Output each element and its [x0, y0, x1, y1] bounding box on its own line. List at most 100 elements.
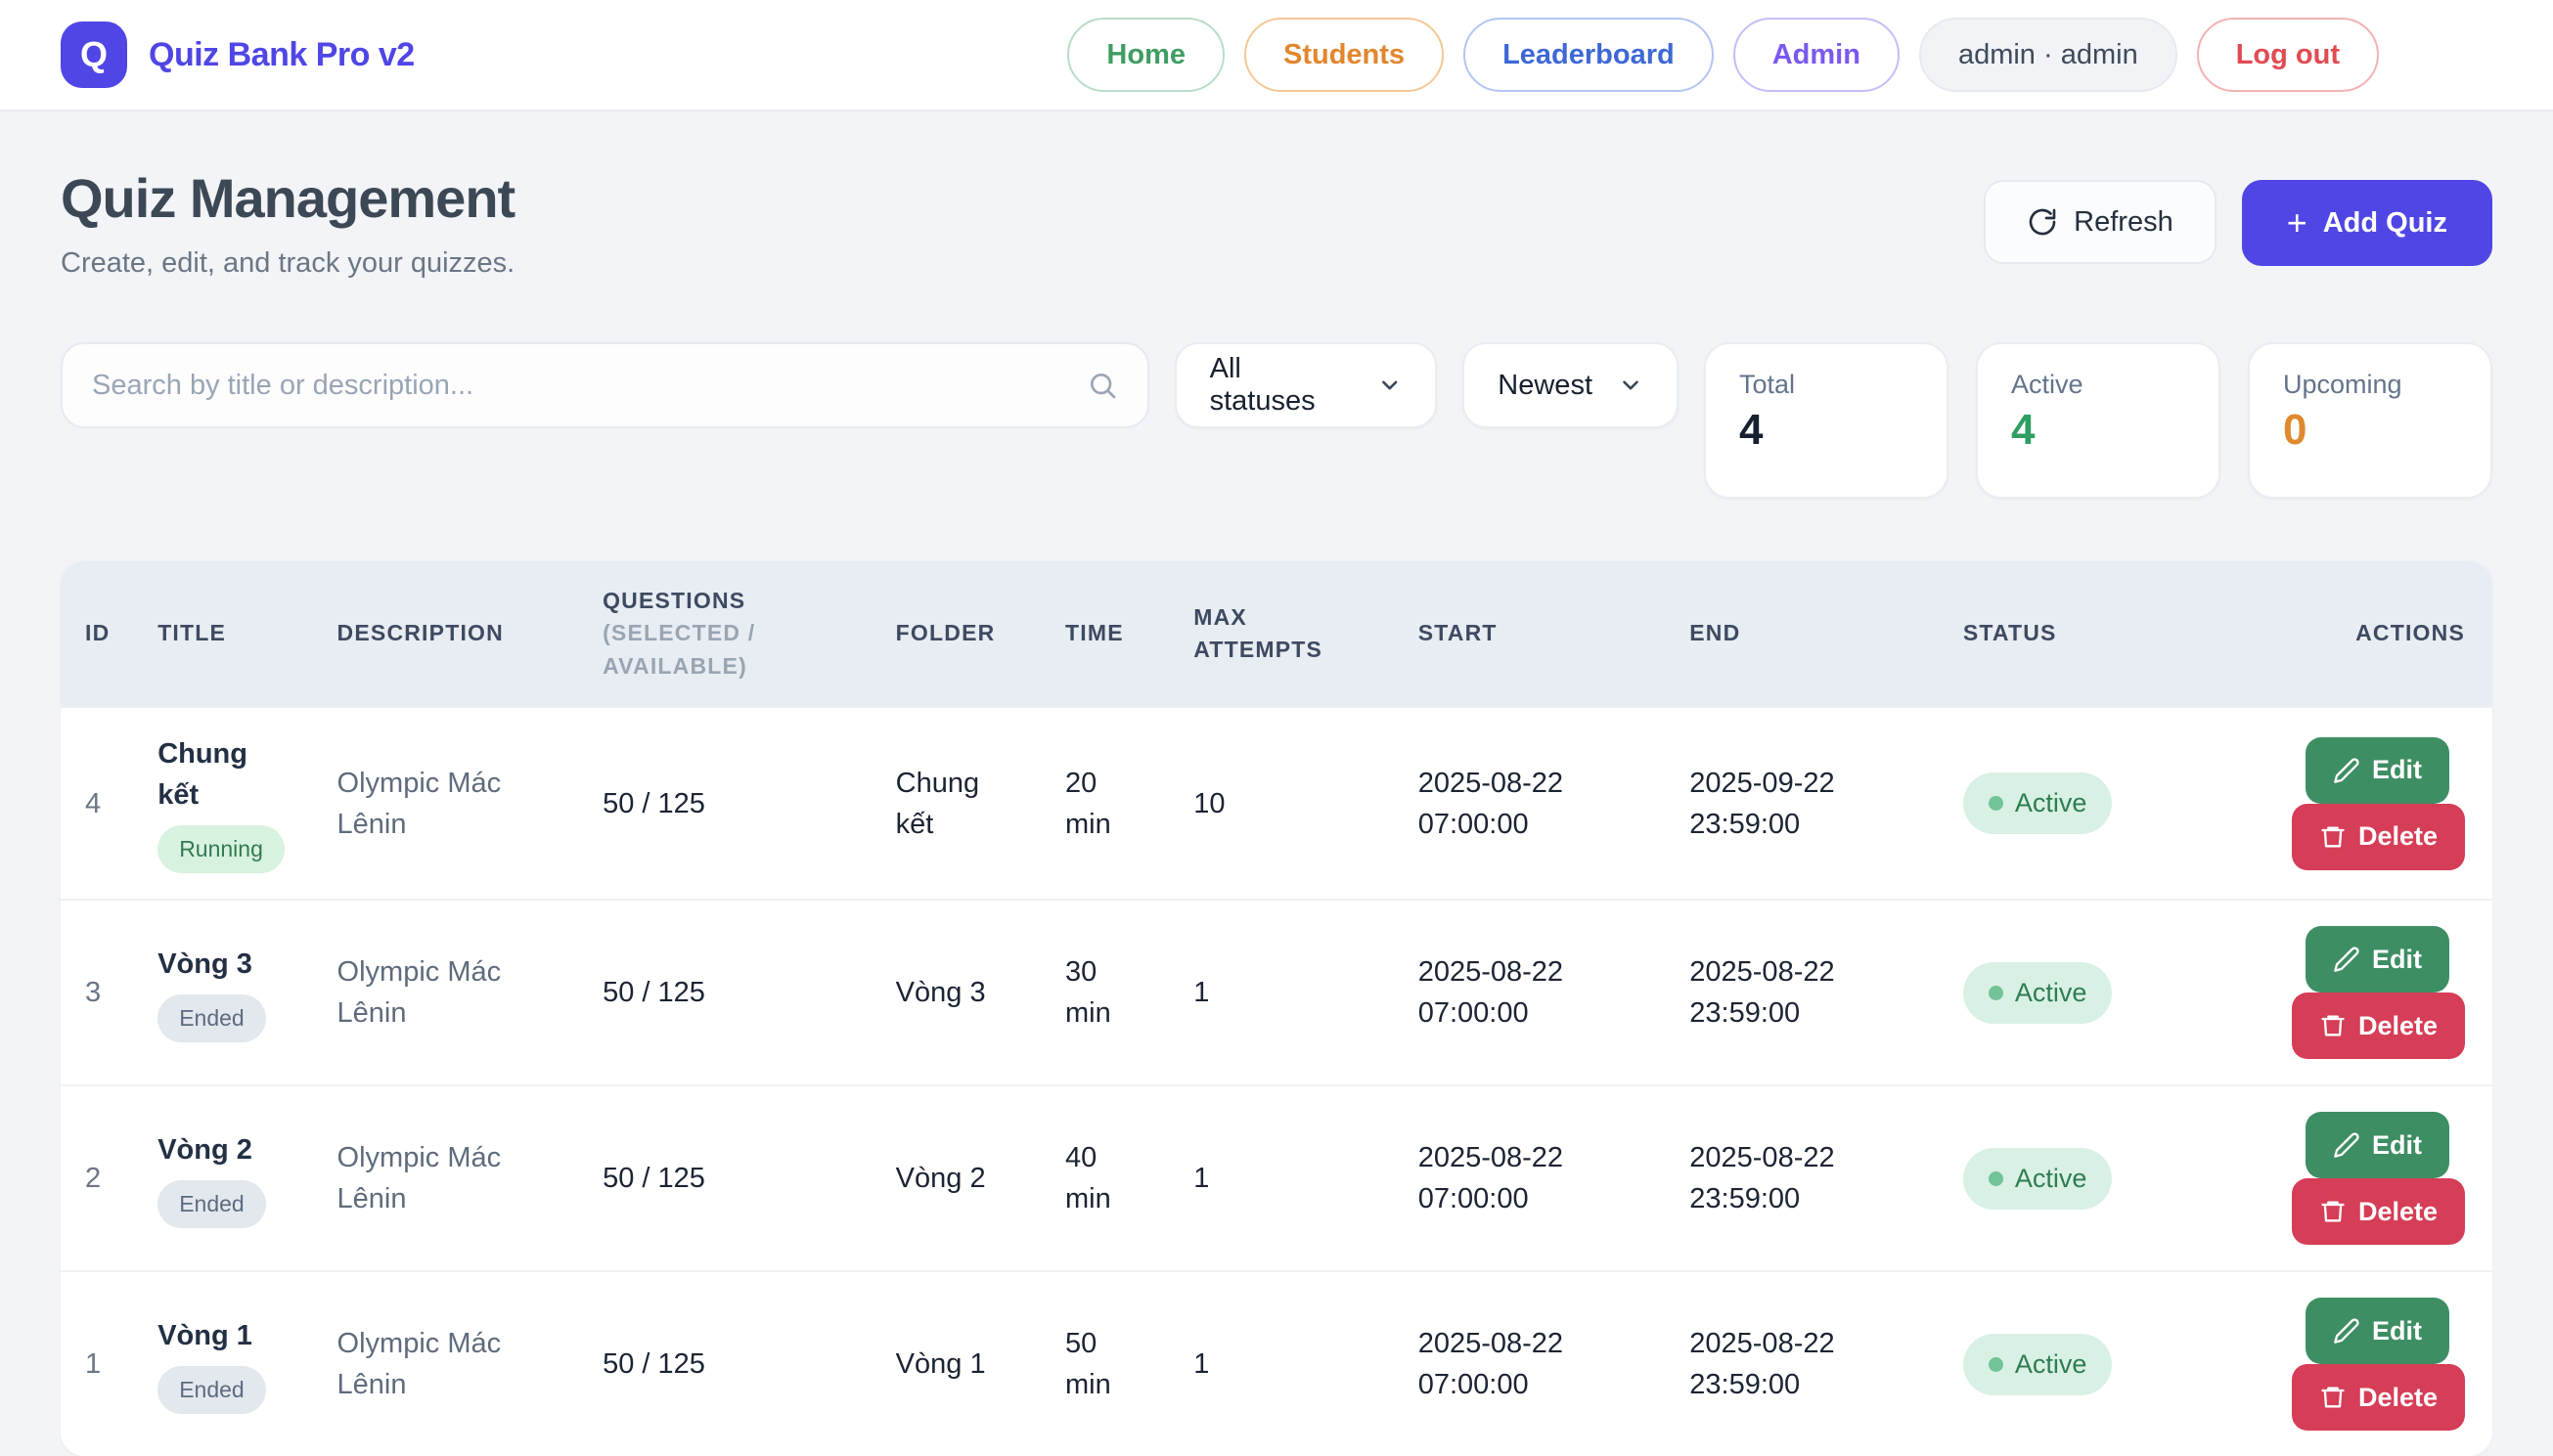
nav-leaderboard-button[interactable]: Leaderboard [1463, 18, 1714, 92]
nav-admin-button[interactable]: Admin [1732, 18, 1900, 92]
col-header-actions: Actions [2159, 561, 2492, 707]
status-filter-select[interactable]: All statuses [1174, 342, 1438, 428]
quiz-max-attempts: 10 [1193, 706, 1418, 899]
stat-label: Active [2011, 370, 2083, 399]
plus-icon: + [2286, 202, 2307, 243]
main-content: Quiz Management Create, edit, and track … [0, 111, 2553, 1456]
questions-header-label: Questions [603, 588, 746, 613]
delete-button[interactable]: Delete [2291, 993, 2465, 1060]
quiz-max-attempts: 1 [1193, 1084, 1418, 1270]
status-label: Active [2014, 1348, 2087, 1379]
search-input[interactable] [92, 369, 1087, 402]
top-navbar: Q Quiz Bank Pro v2 Home Students Leaderb… [0, 0, 2553, 111]
col-header-time: Time [1065, 561, 1194, 707]
nav-home-button[interactable]: Home [1067, 18, 1225, 92]
quiz-table-card: ID Title Description Questions (Selected… [61, 561, 2492, 1456]
table-row: 4 Chung kết Running Olympic Mác Lênin 50… [61, 706, 2492, 899]
quiz-questions: 50 / 125 [603, 706, 896, 899]
stat-value: 4 [2011, 406, 2036, 454]
quiz-end: 2025-08-22 23:59:00 [1689, 899, 1963, 1084]
refresh-button[interactable]: Refresh [1984, 180, 2217, 264]
quiz-description: Olympic Mác Lênin [336, 1084, 604, 1270]
edit-button[interactable]: Edit [2306, 736, 2449, 804]
trash-icon [2321, 1387, 2345, 1408]
quiz-max-attempts: 1 [1193, 1270, 1418, 1456]
run-state-badge: Running [157, 825, 285, 874]
delete-button[interactable]: Delete [2291, 1364, 2465, 1432]
table-row: 3 Vòng 3 Ended Olympic Mác Lênin 50 / 12… [61, 899, 2492, 1084]
nav-students-button[interactable]: Students [1244, 18, 1445, 92]
delete-button[interactable]: Delete [2291, 1178, 2465, 1246]
status-badge: Active [1962, 1147, 2113, 1211]
delete-label: Delete [2357, 1010, 2438, 1040]
quiz-title: Vòng 1 [157, 1319, 252, 1351]
status-dot-icon [1988, 985, 2003, 1000]
stats-cards: Total 4 Active 4 Upcoming 0 [1704, 342, 2492, 499]
status-label: Active [2014, 788, 2087, 818]
delete-button[interactable]: Delete [2291, 803, 2465, 870]
chevron-down-icon [1381, 380, 1398, 390]
brand: Q Quiz Bank Pro v2 [61, 22, 415, 88]
delete-label: Delete [2357, 1196, 2438, 1226]
status-dot-icon [1988, 1356, 2003, 1372]
search-box [61, 342, 1149, 428]
trash-icon [2321, 1201, 2345, 1222]
nav-group: Home Students Leaderboard Admin admin · … [1067, 18, 2379, 92]
quiz-title: Vòng 3 [157, 948, 252, 980]
quiz-folder: Vòng 1 [895, 1270, 1066, 1456]
quiz-questions: 50 / 125 [603, 899, 896, 1084]
quiz-description: Olympic Mác Lênin [336, 706, 604, 899]
trash-icon [2321, 826, 2345, 848]
add-quiz-label: Add Quiz [2322, 206, 2447, 239]
chevron-down-icon [1623, 380, 1638, 390]
quiz-questions: 50 / 125 [603, 1084, 896, 1270]
edit-label: Edit [2372, 1129, 2422, 1160]
sort-select[interactable]: Newest [1462, 342, 1679, 428]
quiz-time: 50 min [1065, 1270, 1194, 1456]
page-subtitle: Create, edit, and track your quizzes. [61, 247, 515, 279]
stat-card-upcoming: Upcoming 0 [2248, 342, 2492, 499]
quiz-start: 2025-08-22 07:00:00 [1417, 1270, 1690, 1456]
add-quiz-button[interactable]: + Add Quiz [2241, 180, 2492, 266]
quiz-description: Olympic Mác Lênin [336, 1270, 604, 1456]
page-title: Quiz Management [61, 167, 515, 229]
quiz-time: 20 min [1065, 706, 1194, 899]
quiz-id: 2 [61, 1084, 158, 1270]
filters-row: All statuses Newest Total 4 Active 4 Upc… [61, 342, 2492, 499]
stat-value: 4 [1739, 406, 1764, 454]
logout-button[interactable]: Log out [2196, 18, 2379, 92]
stat-card-total: Total 4 [1704, 342, 1948, 499]
page-title-block: Quiz Management Create, edit, and track … [61, 166, 515, 280]
pencil-icon [2334, 947, 2359, 973]
delete-label: Delete [2357, 821, 2438, 852]
quiz-max-attempts: 1 [1193, 899, 1418, 1084]
quiz-start: 2025-08-22 07:00:00 [1417, 899, 1690, 1084]
quiz-end: 2025-09-22 23:59:00 [1689, 706, 1963, 899]
quiz-folder: Vòng 3 [895, 899, 1066, 1084]
quiz-time: 40 min [1065, 1084, 1194, 1270]
sort-value: Newest [1498, 369, 1592, 401]
edit-button[interactable]: Edit [2306, 1298, 2449, 1365]
pencil-icon [2334, 1132, 2359, 1159]
quiz-description: Olympic Mác Lênin [336, 899, 604, 1084]
quiz-end: 2025-08-22 23:59:00 [1689, 1084, 1963, 1270]
edit-button[interactable]: Edit [2306, 926, 2449, 993]
refresh-label: Refresh [2074, 205, 2173, 238]
col-header-max-attempts: Max attempts [1193, 561, 1418, 707]
page-header: Quiz Management Create, edit, and track … [61, 166, 2492, 280]
quiz-questions: 50 / 125 [603, 1270, 896, 1456]
quiz-id: 4 [61, 706, 158, 899]
stat-value: 0 [2283, 406, 2307, 454]
edit-button[interactable]: Edit [2306, 1112, 2449, 1179]
col-header-id: ID [61, 561, 158, 707]
quiz-end: 2025-08-22 23:59:00 [1689, 1270, 1963, 1456]
user-badge: admin · admin [1918, 18, 2177, 92]
stat-label: Total [1739, 370, 1796, 399]
delete-label: Delete [2357, 1382, 2438, 1412]
run-state-badge: Ended [157, 1365, 266, 1415]
search-icon [1090, 374, 1115, 399]
table-row: 2 Vòng 2 Ended Olympic Mác Lênin 50 / 12… [61, 1084, 2492, 1270]
run-state-badge: Ended [157, 993, 266, 1043]
table-row: 1 Vòng 1 Ended Olympic Mác Lênin 50 / 12… [61, 1270, 2492, 1456]
col-header-folder: Folder [895, 561, 1066, 707]
